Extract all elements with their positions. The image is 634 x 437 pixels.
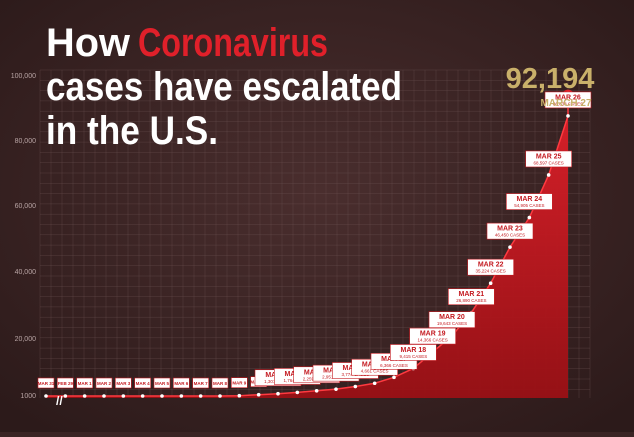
data-label-date: MAR 5 [155, 381, 169, 386]
data-label-value: 14,366 CASES [418, 338, 448, 343]
data-point [102, 394, 106, 398]
data-label: FEB 29 [57, 378, 73, 388]
data-point [354, 385, 358, 389]
data-point [238, 394, 242, 398]
headline-value: 92,194 [506, 63, 595, 95]
data-label-date: MAR 8 [213, 381, 227, 386]
data-label-date: MAR 20 [439, 314, 465, 321]
data-label-date: MAR 4 [136, 381, 150, 386]
y-tick-label: 60,000 [15, 203, 37, 210]
data-label-value: 9,415 CASES [399, 354, 427, 359]
data-label: MAR 6 [173, 378, 189, 388]
data-label: MAR 7 [193, 378, 209, 388]
data-point [373, 381, 377, 385]
data-label-date: MAR 3 [116, 381, 130, 386]
data-label: MAR 9 [231, 378, 247, 388]
data-point [334, 387, 338, 391]
data-label-date: MAR 9 [232, 381, 246, 386]
data-label: MAR 189,415 CASES [390, 344, 436, 360]
data-point [257, 393, 261, 397]
axis-break: // [56, 394, 63, 408]
data-point [160, 394, 164, 398]
data-label-date: MAR 1 [78, 381, 92, 386]
data-label-value: 26,890 CASES [456, 298, 486, 303]
data-point [122, 394, 126, 398]
data-label-date: MAR 24 [516, 196, 542, 203]
data-point [64, 394, 68, 398]
data-point [276, 392, 280, 396]
data-label: MAR 4 [135, 378, 151, 388]
data-label: MAR 2019,643 CASES [429, 312, 475, 328]
title-line-2: cases have escalated [46, 65, 402, 109]
data-label-date: MAR 22 [478, 262, 504, 269]
data-point [489, 281, 493, 285]
data-label-value: 6,366 CASES [380, 363, 408, 368]
data-label-date: MAR 23 [497, 226, 523, 233]
data-point [218, 394, 222, 398]
data-point [199, 394, 203, 398]
data-label: MAR 8 [212, 378, 228, 388]
data-point [547, 173, 551, 177]
data-point [83, 394, 87, 398]
data-label-value: 19,643 CASES [437, 321, 467, 326]
y-tick-label: 1000 [20, 393, 36, 400]
data-label-date: MAR 19 [420, 331, 446, 338]
y-tick-label: 80,000 [15, 138, 37, 145]
data-label-value: 46,450 CASES [495, 233, 525, 238]
y-tick-label: 40,000 [15, 269, 37, 276]
title-line-3: in the U.S. [46, 109, 218, 153]
data-label-date: MAR 18 [400, 347, 426, 354]
title-highlight: Coronavirus [138, 21, 328, 65]
data-point [296, 391, 300, 395]
title-prefix: How [46, 21, 131, 65]
data-label: MAR 5 [154, 378, 170, 388]
data-label-date: MAR 25 [536, 153, 562, 160]
data-point [528, 216, 532, 220]
data-point [315, 389, 319, 393]
data-point [508, 245, 512, 249]
headline-date: MARCH 27 [540, 98, 592, 109]
data-label-date: FEB 29 [58, 381, 74, 386]
data-label-date: MAR 6 [174, 381, 188, 386]
data-label-value: 35,224 CASES [476, 269, 506, 274]
data-label: MAR 31 [38, 378, 55, 388]
data-label: MAR 1 [77, 378, 93, 388]
data-point [392, 376, 396, 380]
y-tick-label: 20,000 [15, 336, 37, 343]
data-point [180, 394, 184, 398]
y-tick-label: 100,000 [11, 73, 36, 80]
data-label: MAR 3 [115, 378, 131, 388]
data-point [44, 394, 48, 398]
data-label: MAR 2 [96, 378, 112, 388]
data-label-date: MAR 21 [458, 291, 484, 298]
data-label-value: 68,597 CASES [534, 160, 564, 165]
data-label-date: MAR 31 [38, 381, 55, 386]
data-point [141, 394, 145, 398]
data-label-date: MAR 7 [194, 381, 208, 386]
data-label-date: MAR 2 [97, 381, 111, 386]
data-point [566, 114, 570, 118]
data-label-value: 54,905 CASES [514, 203, 544, 208]
